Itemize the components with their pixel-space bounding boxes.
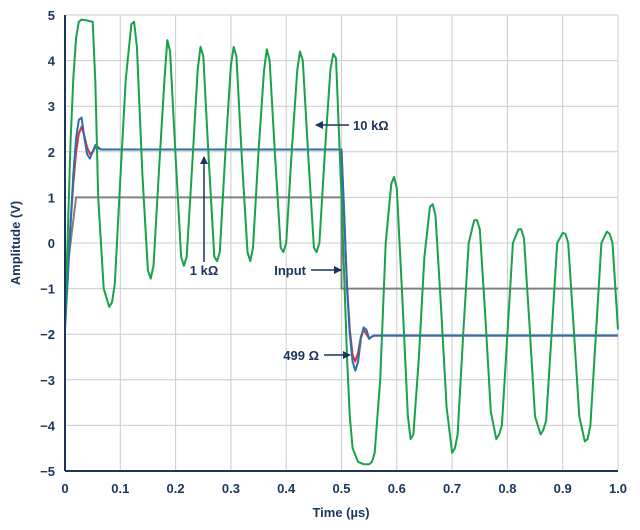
- series-line-1-k: [64, 116, 618, 372]
- annotation-499-label: 499 Ω: [283, 348, 319, 363]
- x-tick-label: 0.1: [111, 481, 129, 496]
- series-layer: [64, 18, 619, 466]
- x-tick-label: 0.9: [554, 481, 572, 496]
- y-tick-label: −5: [40, 464, 55, 479]
- y-tick-label: −4: [40, 418, 56, 433]
- annotation-10k-label: 10 kΩ: [353, 118, 389, 133]
- x-tick-label: 0.4: [277, 481, 296, 496]
- x-tick-label: 0: [61, 481, 68, 496]
- x-tick-label: 0.2: [167, 481, 185, 496]
- x-tick-label: 0.8: [498, 481, 516, 496]
- annotation-1k-label: 1 kΩ: [190, 263, 219, 278]
- annotation-input-label: Input: [274, 263, 306, 278]
- x-tick-label: 0.5: [332, 481, 350, 496]
- x-tick-label: 0.6: [388, 481, 406, 496]
- tick-labels: 0 0.1 0.2 0.3 0.4 0.5 0.6 0.7 0.8 0.9 1.0 −5 −4 −3 −2 −…: [40, 8, 627, 496]
- x-tick-label: 1.0: [609, 481, 627, 496]
- y-axis-title: Amplitude (V): [8, 201, 23, 286]
- x-axis-title: Time (µs): [312, 505, 369, 520]
- axes: [64, 15, 618, 472]
- y-tick-label: 4: [48, 54, 56, 69]
- annotation-input: Input: [274, 263, 342, 278]
- y-tick-label: 5: [48, 8, 55, 23]
- y-tick-label: −1: [40, 282, 55, 297]
- x-tick-label: 0.7: [443, 481, 461, 496]
- annotation-1k: 1 kΩ: [190, 156, 219, 278]
- series-line-10-k: [64, 18, 619, 466]
- y-tick-label: 2: [48, 145, 55, 160]
- y-tick-label: −3: [40, 373, 55, 388]
- annotation-499: 499 Ω: [283, 348, 351, 363]
- y-tick-label: 1: [48, 190, 55, 205]
- y-tick-label: 3: [48, 99, 55, 114]
- y-tick-label: 0: [48, 236, 55, 251]
- x-tick-label: 0.3: [222, 481, 240, 496]
- annotation-10k: 10 kΩ: [315, 118, 389, 133]
- y-tick-label: −2: [40, 327, 55, 342]
